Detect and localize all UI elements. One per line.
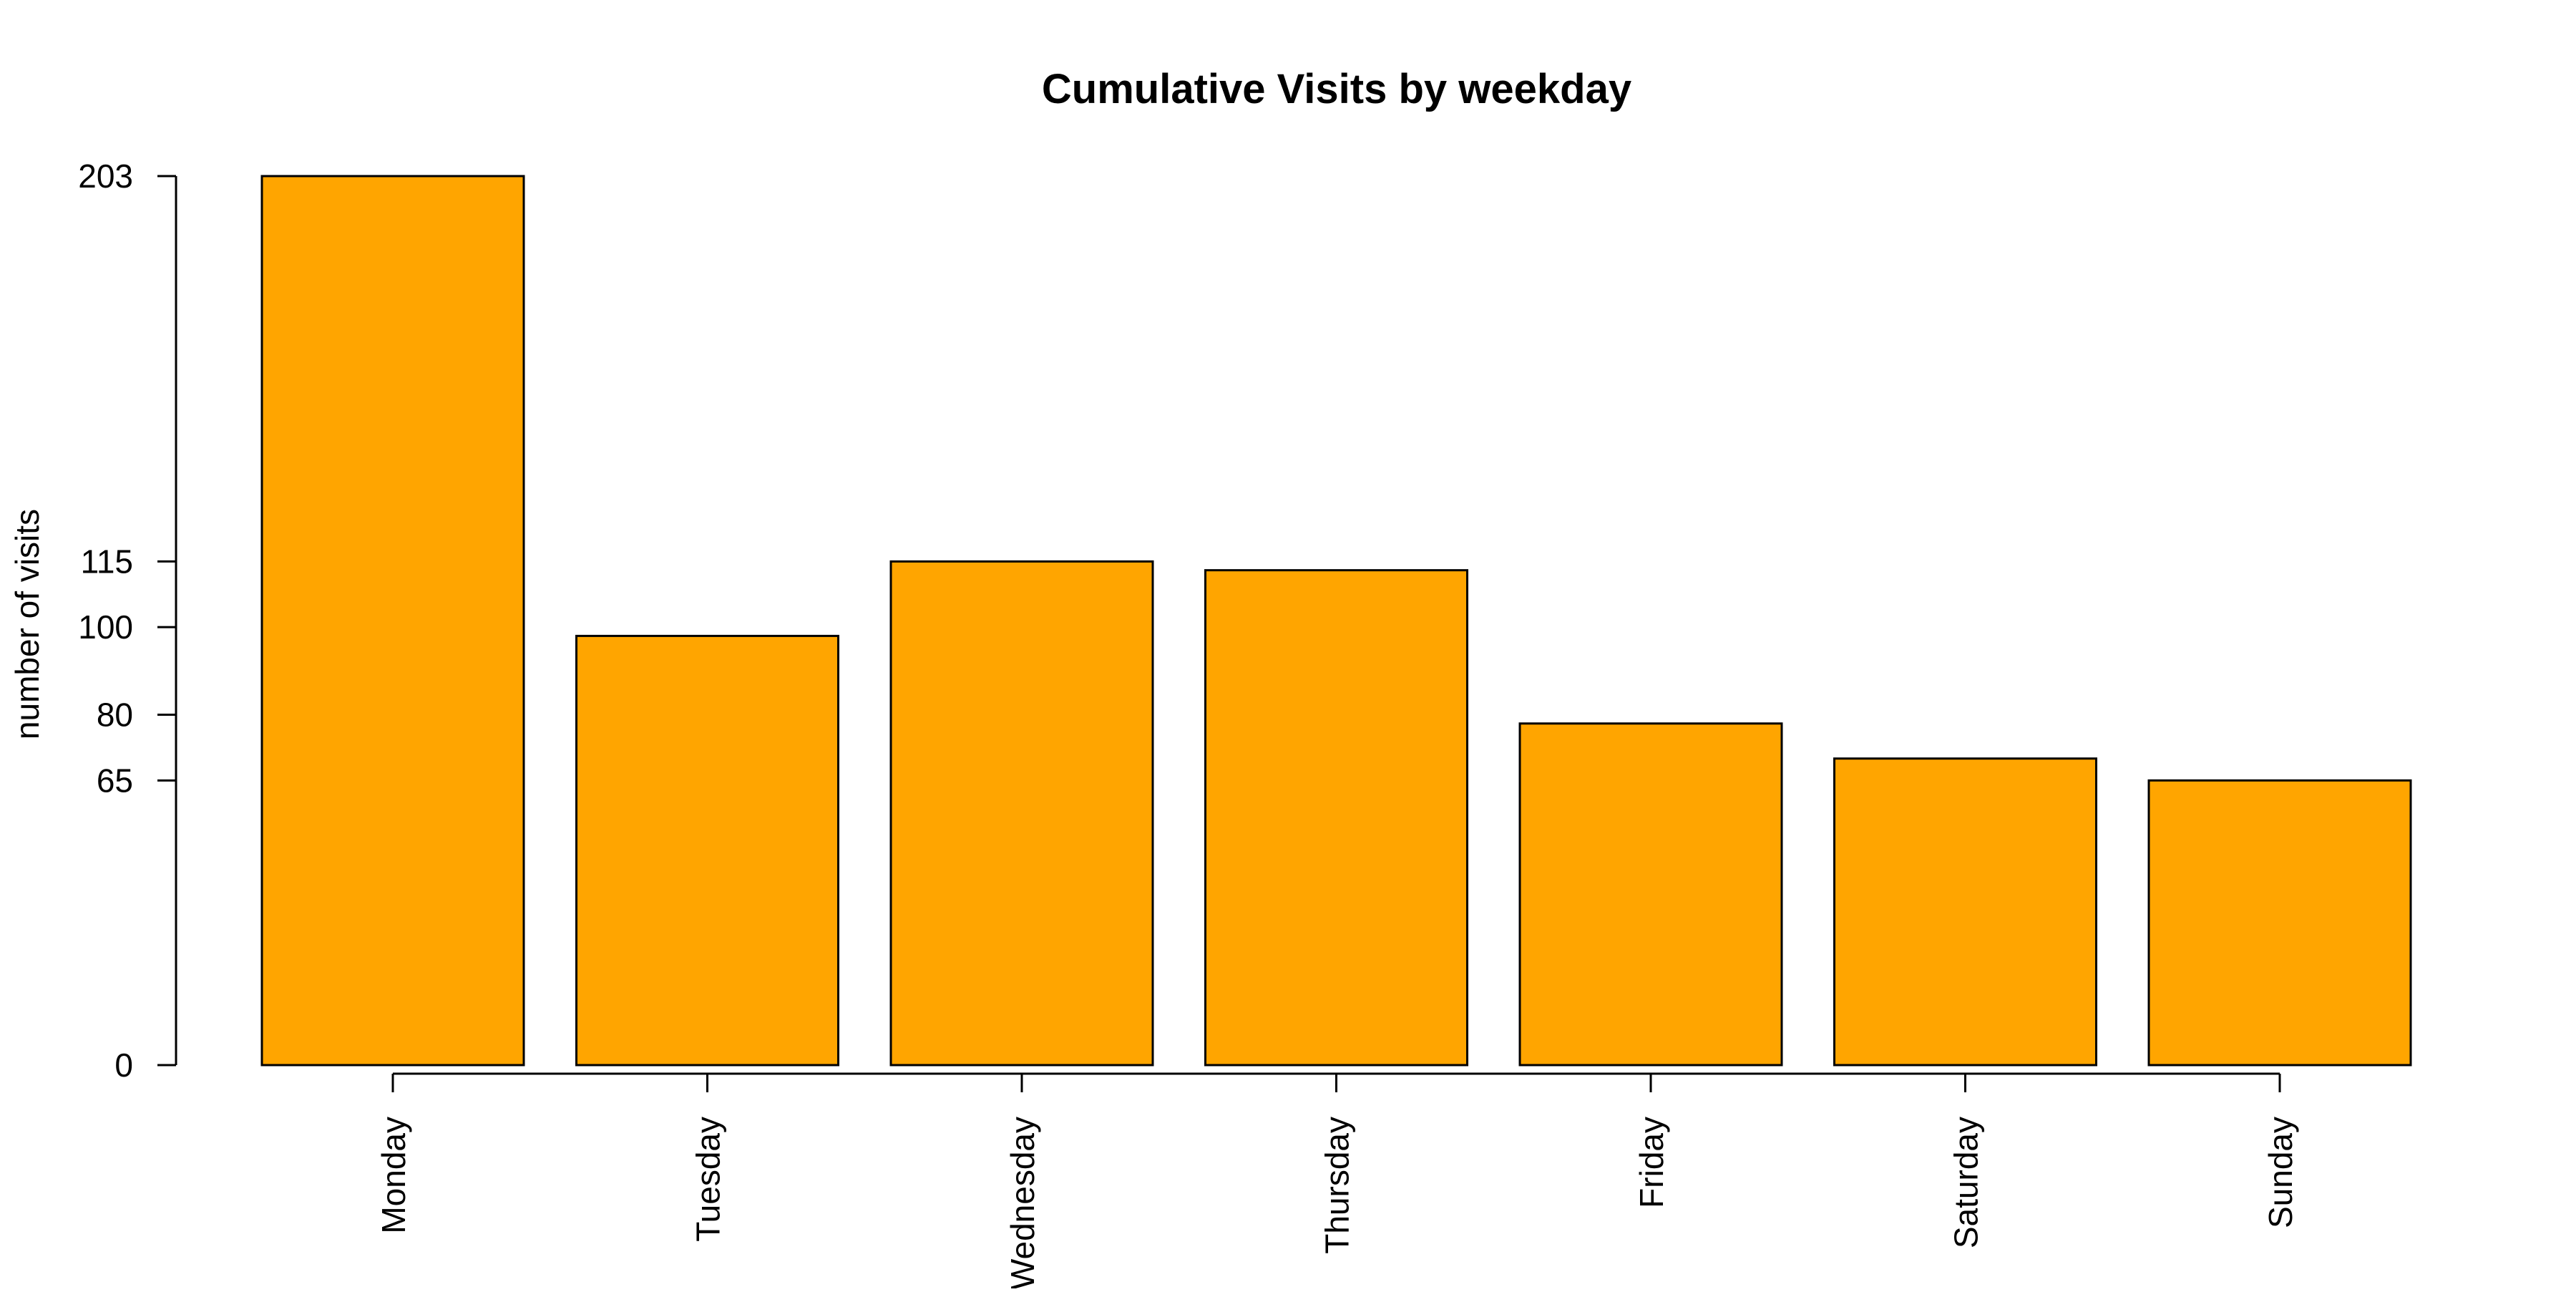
y-tick-label: 80 <box>97 696 133 734</box>
x-tick-label-friday: Friday <box>1633 1117 1670 1208</box>
x-tick-label-monday: Monday <box>375 1117 412 1234</box>
x-tick-label-saturday: Saturday <box>1948 1117 1985 1248</box>
y-tick-label: 203 <box>78 157 133 195</box>
bar-thursday <box>1204 569 1468 1067</box>
x-tick-label-sunday: Sunday <box>2262 1117 2299 1228</box>
y-tick-label: 115 <box>81 543 133 580</box>
bar-saturday <box>1833 757 2097 1067</box>
bar-wednesday <box>889 560 1154 1067</box>
y-axis: 0 65 80 100 115 203 <box>78 157 177 1084</box>
bar-friday <box>1518 722 1783 1067</box>
chart-title: Cumulative Visits by weekday <box>1042 66 1631 112</box>
bar-tuesday <box>575 634 839 1067</box>
bars-group <box>260 175 2412 1067</box>
x-axis: Monday Tuesday Wednesday Thursday Friday Satu… <box>375 1072 2299 1290</box>
x-tick-label-wednesday: Wednesday <box>1004 1117 1041 1288</box>
y-tick-label: 65 <box>97 762 133 799</box>
x-tick-label-thursday: Thursday <box>1319 1117 1356 1254</box>
bar-monday <box>260 175 525 1067</box>
y-axis-title: number of visits <box>9 509 46 739</box>
bar-sunday <box>2147 779 2412 1067</box>
y-tick-label: 100 <box>78 608 133 646</box>
y-tick-label: 0 <box>114 1046 133 1084</box>
x-tick-label-tuesday: Tuesday <box>690 1117 727 1242</box>
